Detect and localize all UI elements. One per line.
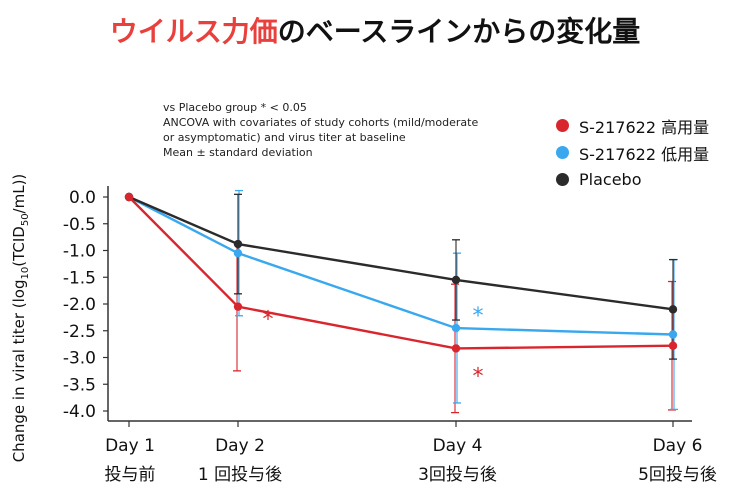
x-tick-sublabel: 1 回投与後 (197, 465, 283, 485)
x-tick-label: Day 6 (652, 436, 703, 456)
y-label-text: Change in viral titer (log (10, 280, 28, 463)
y-label-text: /mL)) (10, 174, 28, 214)
y-axis-label: Change in viral titer (log10(TCID50/mL)) (10, 174, 31, 463)
x-tick-label: Day 2 (215, 436, 265, 456)
x-label-day4: Day 4 3回投与後 (400, 436, 515, 485)
y-label-subscript: 50 (20, 213, 31, 226)
note-line: ANCOVA with covariates of study cohorts … (163, 116, 479, 129)
x-label-day6: Day 6 5回投与後 (620, 436, 735, 485)
series-line-placebo (128, 195, 674, 311)
data-point-placebo (233, 239, 243, 249)
series-line-low (128, 195, 674, 336)
legend: S-217622 高用量 S-217622 低用量 Placebo (556, 112, 709, 193)
title-main: のベースラインからの変化量 (277, 15, 641, 48)
x-label-day1: Day 1 投与前 (95, 436, 165, 485)
title-accent: ウイルス力価 (109, 15, 278, 48)
legend-dot-placebo (556, 173, 569, 186)
legend-label-placebo: Placebo (579, 170, 642, 189)
data-point-placebo (668, 305, 678, 314)
y-tick-label: -2.0 (63, 295, 96, 315)
x-tick-sublabel: 5回投与後 (638, 465, 717, 485)
y-tick-label: -3.5 (63, 375, 96, 395)
x-tick-label: Day 4 (432, 436, 483, 456)
y-label-subscript: 10 (20, 267, 31, 280)
y-tick-label: -2.5 (63, 322, 96, 342)
note-line: Mean ± standard deviation (163, 146, 313, 159)
x-label-day2: Day 2 1 回投与後 (180, 436, 300, 485)
data-point-low (668, 330, 678, 339)
y-tick-label: 0.0 (69, 188, 96, 208)
data-point-placebo (451, 275, 461, 285)
y-tick-label: -1.0 (63, 242, 96, 262)
data-point-high (451, 344, 461, 353)
y-tick-label: -0.5 (63, 215, 96, 235)
y-tick-label: -1.5 (63, 268, 96, 288)
data-point-low (451, 323, 461, 333)
legend-item-low: S-217622 低用量 (556, 139, 709, 166)
y-tick-label: -3.0 (63, 349, 96, 369)
legend-label-low: S-217622 低用量 (579, 144, 710, 164)
x-tick-sublabel: 投与前 (104, 465, 156, 485)
legend-label-high: S-217622 高用量 (579, 117, 710, 137)
legend-item-high: S-217622 高用量 (556, 112, 709, 139)
legend-dot-high (556, 119, 569, 132)
series-line-high (128, 196, 674, 350)
chart-title: ウイルス力価のベースラインからの変化量 (0, 10, 750, 50)
note-line: vs Placebo group * < 0.05 (163, 101, 307, 114)
legend-item-placebo: Placebo (556, 166, 709, 193)
note-line: or asymptomatic) and virus titer at base… (163, 131, 406, 144)
data-point-high (668, 341, 678, 350)
data-point-high (124, 192, 134, 202)
legend-dot-low (556, 146, 569, 159)
x-tick-sublabel: 3回投与後 (418, 465, 497, 485)
x-tick-label: Day 1 (105, 436, 155, 456)
significance-marker: * (263, 308, 274, 333)
stat-notes: vs Placebo group * < 0.05 ANCOVA with co… (163, 100, 478, 160)
significance-marker: * (473, 304, 484, 329)
y-tick-label: -4.0 (63, 402, 96, 422)
significance-marker: * (473, 364, 484, 389)
y-label-text: (TCID (10, 226, 28, 267)
data-point-low (233, 248, 243, 258)
data-point-high (233, 302, 243, 311)
